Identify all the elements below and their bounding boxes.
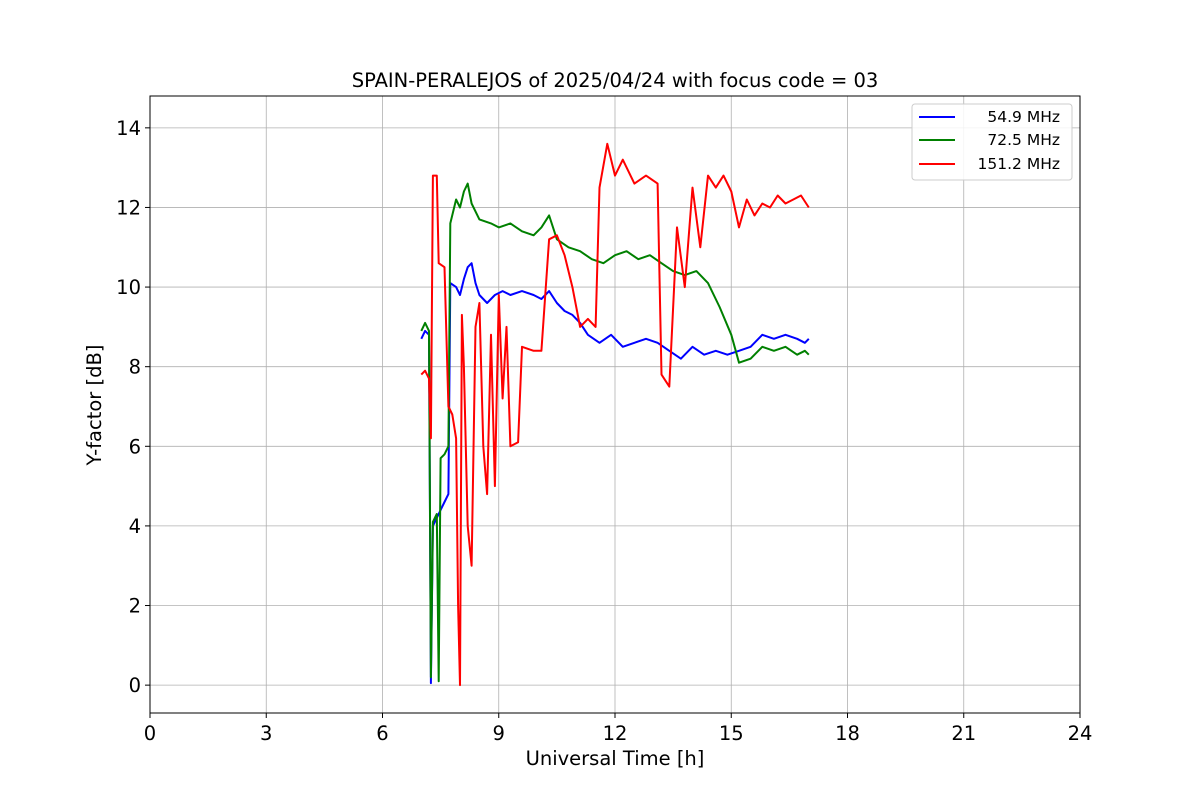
x-tick-label: 9: [493, 722, 505, 745]
y-tick-label: 14: [116, 117, 141, 140]
y-tick-label: 2: [129, 595, 141, 618]
series-line-1: [420, 262, 810, 685]
series-line-3: [420, 142, 810, 687]
x-tick-label: 21: [951, 722, 976, 745]
series-layer: [420, 142, 810, 687]
y-tick-label: 12: [116, 196, 141, 219]
series-line-2: [420, 182, 810, 683]
x-tick-label: 18: [835, 722, 860, 745]
chart-title: SPAIN-PERALEJOS of 2025/04/24 with focus…: [352, 69, 879, 92]
legend-label-series-2: 72.5 MHz: [987, 131, 1060, 149]
x-tick-label: 15: [719, 722, 744, 745]
legend: 54.9 MHz 72.5 MHz 151.2 MHz: [911, 103, 1073, 181]
y-tick-label: 6: [129, 435, 141, 458]
x-tick-label: 6: [376, 722, 388, 745]
x-tick-label: 24: [1068, 722, 1093, 745]
y-tick-label: 0: [129, 674, 141, 697]
y-tick-label: 10: [116, 276, 141, 299]
y-axis-label: Y-factor [dB]: [83, 345, 106, 467]
legend-box: [911, 103, 1073, 181]
legend-label-series-1: 54.9 MHz: [987, 108, 1060, 126]
y-tick-label: 8: [129, 356, 141, 379]
x-axis-label: Universal Time [h]: [526, 747, 705, 770]
x-tick-label: 3: [260, 722, 272, 745]
legend-label-series-3: 151.2 MHz: [978, 155, 1060, 173]
x-tick-label: 12: [603, 722, 628, 745]
x-tick-label: 0: [144, 722, 156, 745]
y-tick-label: 4: [129, 515, 141, 538]
